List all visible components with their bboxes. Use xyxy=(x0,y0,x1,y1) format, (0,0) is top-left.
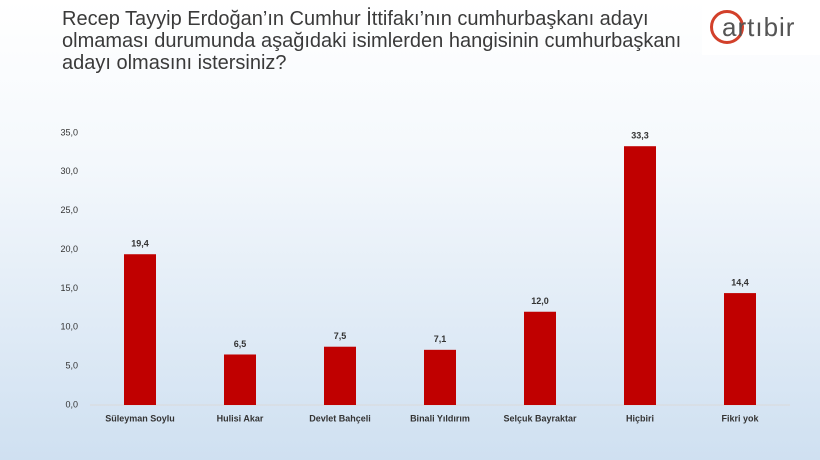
bar xyxy=(424,349,456,405)
logo: artıbir xyxy=(702,0,820,55)
bar xyxy=(224,354,256,405)
x-tick-label: Devlet Bahçeli xyxy=(309,413,371,423)
y-tick-label: 15,0 xyxy=(60,283,78,293)
data-label: 7,1 xyxy=(434,334,447,344)
y-tick-label: 5,0 xyxy=(65,361,78,371)
x-tick-label: Binali Yıldırım xyxy=(410,413,470,423)
bar xyxy=(724,293,756,405)
data-label: 14,4 xyxy=(731,277,749,287)
y-tick-label: 0,0 xyxy=(65,399,78,409)
bar xyxy=(624,146,656,405)
y-tick-label: 20,0 xyxy=(60,244,78,254)
y-tick-label: 35,0 xyxy=(60,127,78,137)
bar xyxy=(324,346,356,405)
x-tick-label: Süleyman Soylu xyxy=(105,413,175,423)
logo-text: artıbir xyxy=(722,12,796,42)
data-label: 6,5 xyxy=(234,339,247,349)
bar xyxy=(124,254,156,405)
x-tick-label: Fikri yok xyxy=(721,413,759,423)
bar xyxy=(524,311,556,405)
y-tick-label: 10,0 xyxy=(60,322,78,332)
chart-title: Recep Tayyip Erdoğan’ın Cumhur İttifakı’… xyxy=(62,8,682,74)
data-label: 19,4 xyxy=(131,239,149,249)
x-tick-label: Hulisi Akar xyxy=(217,413,264,423)
data-label: 7,5 xyxy=(334,331,347,341)
y-tick-label: 25,0 xyxy=(60,205,78,215)
y-tick-label: 30,0 xyxy=(60,166,78,176)
x-tick-label: Selçuk Bayraktar xyxy=(503,413,577,423)
data-label: 12,0 xyxy=(531,296,549,306)
data-label: 33,3 xyxy=(631,131,649,141)
logo-circle xyxy=(710,10,744,44)
x-tick-label: Hiçbiri xyxy=(626,413,654,423)
